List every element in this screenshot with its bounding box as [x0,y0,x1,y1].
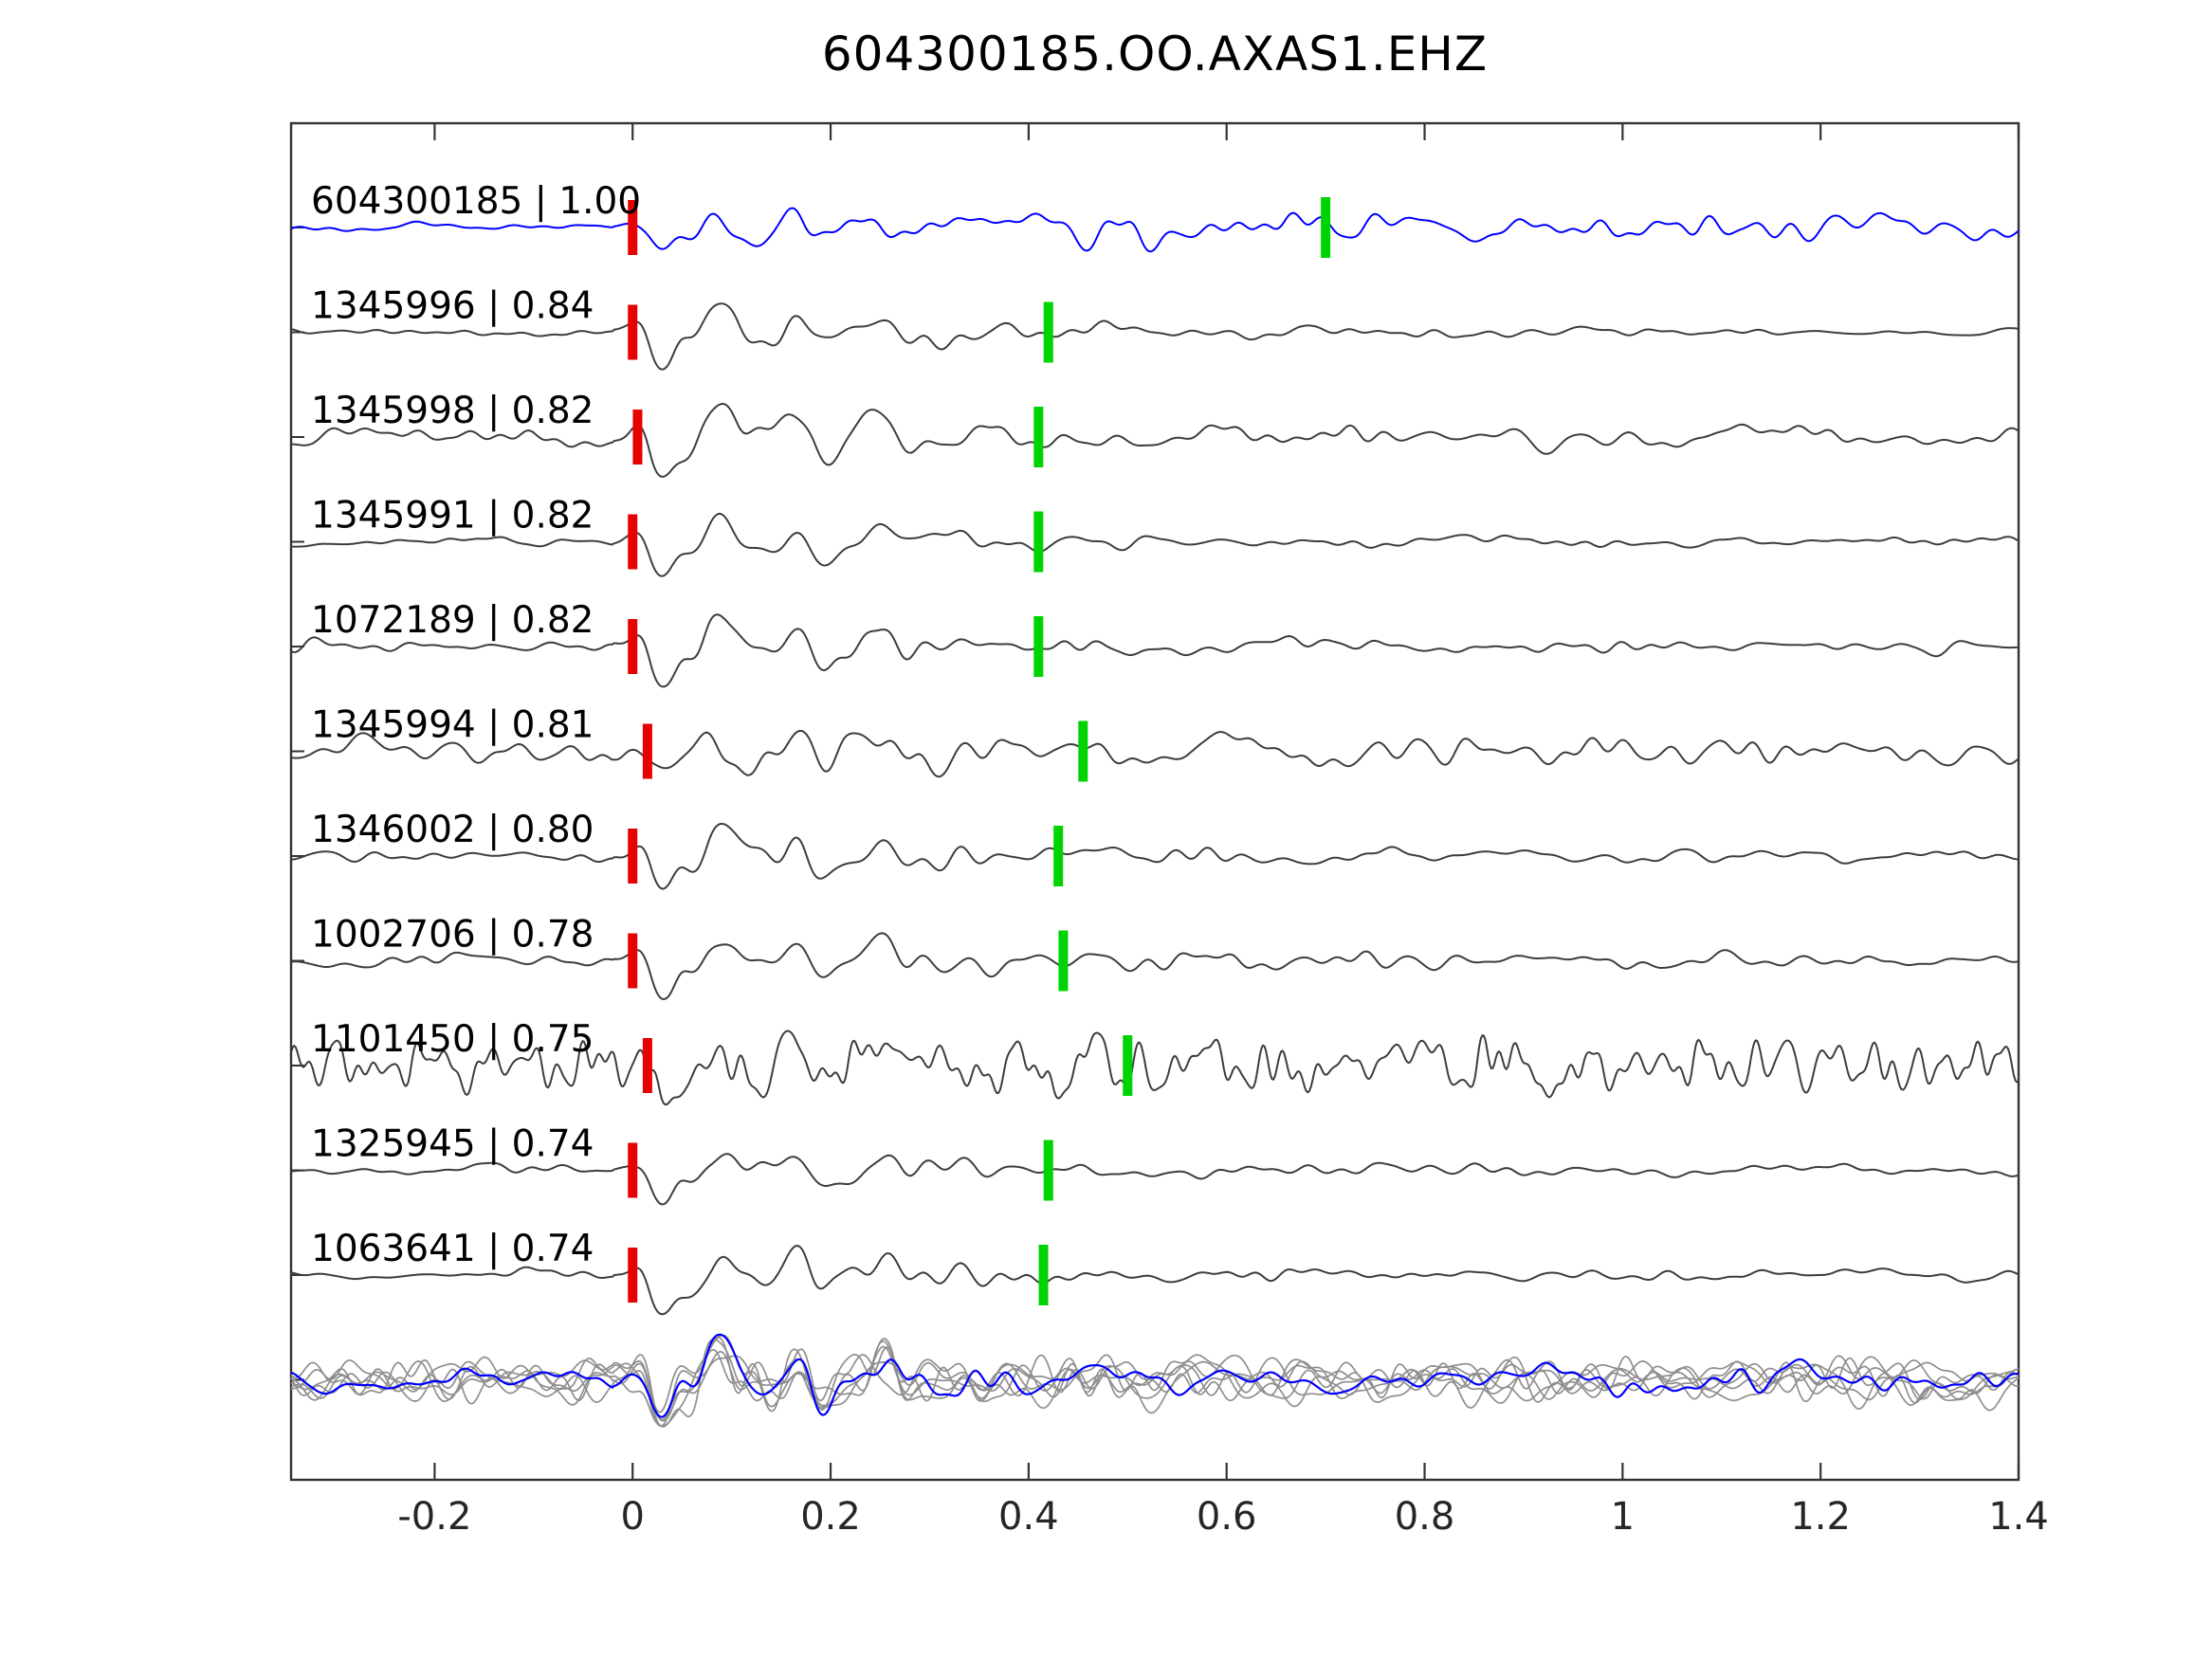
figure-title: 604300185.OO.AXAS1.EHZ [821,27,1489,82]
trace-waveform-1325945 [290,1153,2020,1206]
trace-waveform-1345998 [291,403,2020,478]
trace-waveform-604300185 [290,207,2020,253]
trace-waveform-1101450 [290,1030,2020,1106]
plot-border [289,121,2020,1482]
stack-template-waveform [290,1333,2020,1418]
stack-gray-waveform [290,1336,2019,1421]
trace-label: 1325945 | 0.74 [311,1123,594,1166]
trace-label: 1002706 | 0.78 [311,914,594,957]
trace-label: 1346002 | 0.80 [311,809,594,851]
x-tick-label: 0.4 [998,1495,1059,1539]
trace-label: 1345994 | 0.81 [311,704,594,747]
stack-gray-waveform [290,1334,2020,1428]
trace-waveform-1063641 [290,1245,2020,1316]
trace-waveform-1002706 [290,932,2020,1000]
trace-label: 1101450 | 0.75 [311,1018,594,1061]
trace-label: 604300185 | 1.00 [311,180,641,223]
stack-gray-waveform [290,1338,2020,1428]
trace-waveform-1345994 [290,729,2020,778]
x-tick-label: 0.2 [800,1495,861,1539]
trace-label: 1345998 | 0.82 [311,390,594,432]
x-tick-label: 1.2 [1790,1495,1851,1539]
x-tick-label: 0.6 [1197,1495,1257,1539]
x-tick-label: 1 [1611,1495,1635,1539]
stack-gray-waveform [290,1338,2019,1422]
trace-waveform-1346002 [290,823,2019,890]
trace-label: 1345991 | 0.82 [311,495,594,538]
trace-label: 1072189 | 0.82 [311,599,594,642]
x-tick-label: 1.4 [1988,1495,2049,1539]
stack-gray-waveform [290,1348,2020,1413]
trace-waveform-1345996 [290,302,2020,371]
trace-label: 1345996 | 0.84 [311,285,594,328]
trace-label: 1063641 | 0.74 [311,1228,594,1270]
trace-waveform-1072189 [290,613,2019,688]
x-tick-label: 0.8 [1395,1495,1455,1539]
x-tick-label: -0.2 [397,1495,471,1539]
trace-waveform-1345991 [290,512,2020,577]
x-tick-label: 0 [620,1495,644,1539]
